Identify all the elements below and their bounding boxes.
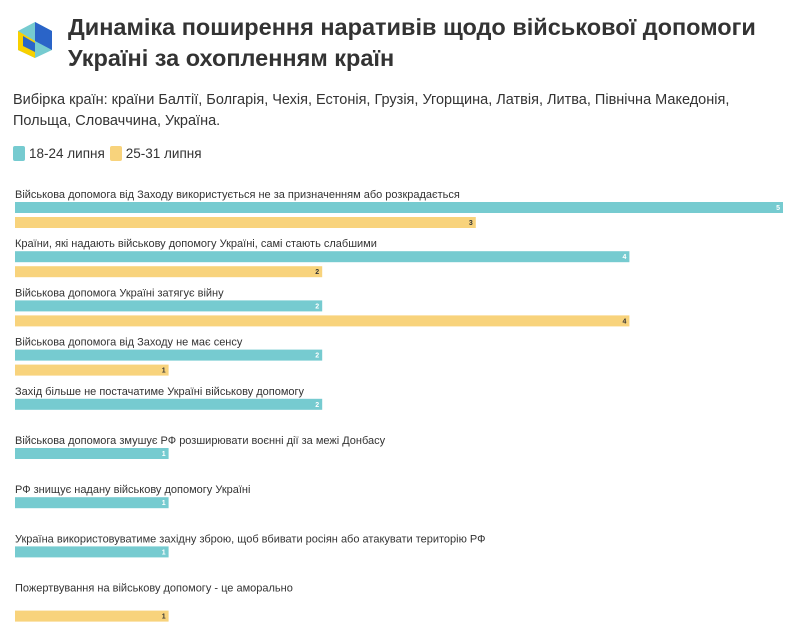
category-label: Країни, які надають військову допомогу У… <box>15 238 377 250</box>
bar-value-label: 5 <box>776 205 780 212</box>
legend-item-series-2[interactable]: 25-31 липня <box>109 146 202 161</box>
legend-item-series-1[interactable]: 18-24 липня <box>13 146 105 161</box>
bar-series-1[interactable] <box>15 448 169 459</box>
legend-swatch-series-1 <box>13 146 25 161</box>
bar-value-label: 4 <box>622 254 626 261</box>
category-label: Пожертвування на військову допомогу - це… <box>15 583 293 595</box>
bar-series-2[interactable] <box>15 266 323 278</box>
category-label: Військова допомога змушує РФ розширювати… <box>15 435 386 447</box>
category-label: Військова допомога від Заходу використує… <box>15 189 460 201</box>
legend-label-series-2: 25-31 липня <box>125 146 202 161</box>
bar-series-1[interactable] <box>15 398 323 410</box>
bar-series-2[interactable] <box>15 315 630 327</box>
bar-series-1[interactable] <box>15 251 630 263</box>
bar-value-label: 2 <box>315 303 319 310</box>
bar-value-label: 2 <box>315 353 319 360</box>
bar-value-label: 4 <box>622 318 626 325</box>
legend-label-series-1: 18-24 липня <box>29 146 105 161</box>
bar-value-label: 1 <box>162 451 166 458</box>
bar-series-1[interactable] <box>15 497 169 509</box>
bar-series-1[interactable] <box>15 546 169 558</box>
chart-subtitle: Вибірка країн: країни Балтії, Болгарія, … <box>13 92 730 129</box>
category-label: Захід більше не постачатиме Україні війс… <box>15 386 305 398</box>
bar-series-1[interactable] <box>15 349 323 361</box>
category-label: Військова допомога від Заходу не має сен… <box>15 337 243 349</box>
bar-value-label: 1 <box>162 500 166 507</box>
bar-series-1[interactable] <box>15 202 783 213</box>
bar-value-label: 2 <box>315 402 319 409</box>
bar-value-label: 3 <box>469 220 473 227</box>
bar-value-label: 1 <box>162 549 166 556</box>
category-label: Україна використовуватиме західну зброю,… <box>15 533 485 545</box>
bar-series-2[interactable] <box>15 217 476 228</box>
bar-value-label: 1 <box>162 614 166 621</box>
bar-series-2[interactable] <box>15 610 169 622</box>
category-label: Військова допомога Україні затягує війну <box>15 287 224 299</box>
legend-swatch-series-2 <box>109 146 122 161</box>
bar-value-label: 2 <box>315 269 319 276</box>
bar-value-label: 1 <box>162 368 166 375</box>
chart-title: Динаміка поширення наративів щодо військ… <box>68 14 756 71</box>
legend: 18-24 липня 25-31 липня <box>13 146 207 161</box>
category-label: РФ знищує надану військову допомогу Укра… <box>15 484 250 496</box>
flag-logo-icon <box>18 22 52 58</box>
bar-series-1[interactable] <box>15 300 323 312</box>
bar-series-2[interactable] <box>15 364 169 376</box>
